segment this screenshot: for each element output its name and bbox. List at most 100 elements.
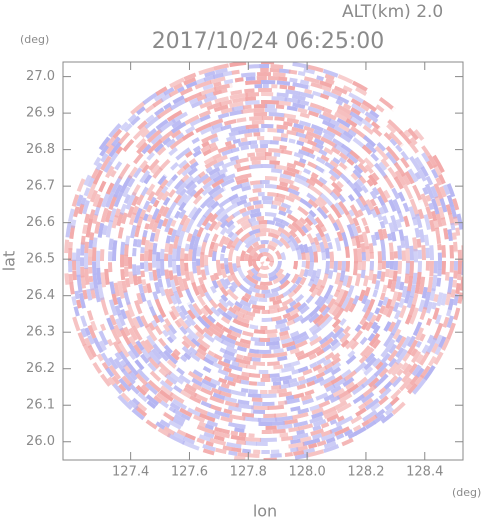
echo-cell [432, 307, 440, 320]
echo-cell [290, 360, 301, 367]
echo-cell [126, 206, 135, 219]
echo-cell [236, 117, 247, 123]
echo-cell [355, 197, 366, 212]
echo-cell [156, 392, 170, 404]
echo-cell [267, 404, 285, 410]
echo-cell [237, 362, 248, 369]
echo-cell [434, 314, 442, 325]
echo-cell [383, 174, 395, 190]
echo-cell [201, 212, 214, 227]
echo-cell [144, 223, 150, 230]
echo-cell [315, 142, 324, 150]
echo-cell [107, 376, 116, 386]
echo-cell [300, 313, 312, 324]
echo-cell [222, 173, 236, 182]
echo-cell [223, 78, 234, 85]
echo-cell [223, 366, 232, 373]
echo-cell [289, 205, 299, 214]
echo-cell [357, 248, 362, 262]
echo-cell [222, 181, 236, 191]
echo-cell [200, 360, 210, 368]
echo-cell [444, 271, 450, 281]
echo-cell [226, 208, 237, 217]
echo-cell [241, 371, 251, 378]
echo-cell [276, 80, 291, 86]
echo-cell [86, 288, 93, 301]
echo-cell [211, 233, 219, 243]
echo-cell [230, 147, 240, 153]
echo-cell [448, 213, 455, 226]
echo-cell [361, 295, 369, 305]
echo-cell [309, 415, 324, 424]
echo-cell [322, 358, 332, 367]
echo-cell [105, 191, 115, 208]
echo-cell [209, 364, 220, 373]
echo-cell [212, 250, 217, 262]
echo-cell [292, 62, 309, 69]
echo-cell [288, 426, 300, 433]
echo-cell [259, 264, 270, 270]
echo-cell [150, 164, 161, 175]
echo-cell [298, 217, 307, 225]
echo-cell [179, 214, 189, 226]
echo-cell [199, 114, 211, 122]
echo-cell [136, 265, 141, 275]
echo-cell [312, 425, 322, 432]
echo-cell [365, 88, 382, 101]
echo-cell [184, 114, 200, 126]
echo-cell [232, 318, 241, 325]
echo-cell [257, 301, 266, 306]
echo-cell [226, 380, 236, 387]
echo-cell [298, 91, 314, 99]
echo-cell [136, 368, 150, 382]
echo-cell [360, 103, 370, 112]
echo-cell [251, 397, 263, 402]
echo-cell [181, 130, 195, 141]
echo-cell [84, 241, 90, 254]
echo-cell [120, 212, 128, 225]
echo-cell [173, 194, 183, 204]
echo-cell [304, 222, 313, 232]
echo-cell [222, 70, 233, 77]
echo-cell [122, 138, 135, 152]
y-tick-label: 26.9 [26, 106, 55, 121]
echo-cell [220, 263, 225, 270]
echo-cell [277, 400, 288, 406]
echo-cell [340, 339, 350, 348]
echo-cell [205, 166, 213, 174]
echo-cell [327, 96, 337, 103]
echo-cell [244, 253, 250, 262]
echo-cell [134, 172, 144, 184]
echo-cell [276, 388, 288, 394]
echo-cell [362, 409, 378, 422]
echo-cell [208, 142, 217, 149]
echo-cell [206, 314, 216, 324]
echo-cell [307, 213, 318, 226]
echo-cell [350, 235, 357, 247]
echo-cell [275, 293, 285, 301]
echo-cell [229, 86, 239, 92]
echo-cell [77, 332, 87, 347]
echo-cell [361, 419, 370, 427]
echo-cell [296, 445, 308, 452]
echo-cell [243, 234, 256, 245]
echo-cell [210, 136, 219, 144]
echo-cell [194, 214, 202, 224]
echo-cell [371, 302, 379, 313]
echo-cell [421, 344, 430, 354]
echo-cell [304, 88, 313, 95]
echo-cell [327, 241, 333, 250]
echo-cell [222, 445, 233, 452]
echo-cell [179, 86, 193, 96]
echo-cell [397, 210, 405, 223]
x-tick-label: 127.6 [171, 465, 208, 480]
echo-cell [440, 217, 447, 227]
echo-cell [149, 232, 156, 242]
echo-cell [374, 307, 381, 315]
echo-cell [455, 282, 461, 295]
x-tick-label: 127.8 [230, 465, 267, 480]
echo-cell [124, 235, 131, 246]
echo-cell [231, 105, 245, 112]
echo-cell [305, 260, 310, 270]
echo-cell [120, 268, 126, 281]
